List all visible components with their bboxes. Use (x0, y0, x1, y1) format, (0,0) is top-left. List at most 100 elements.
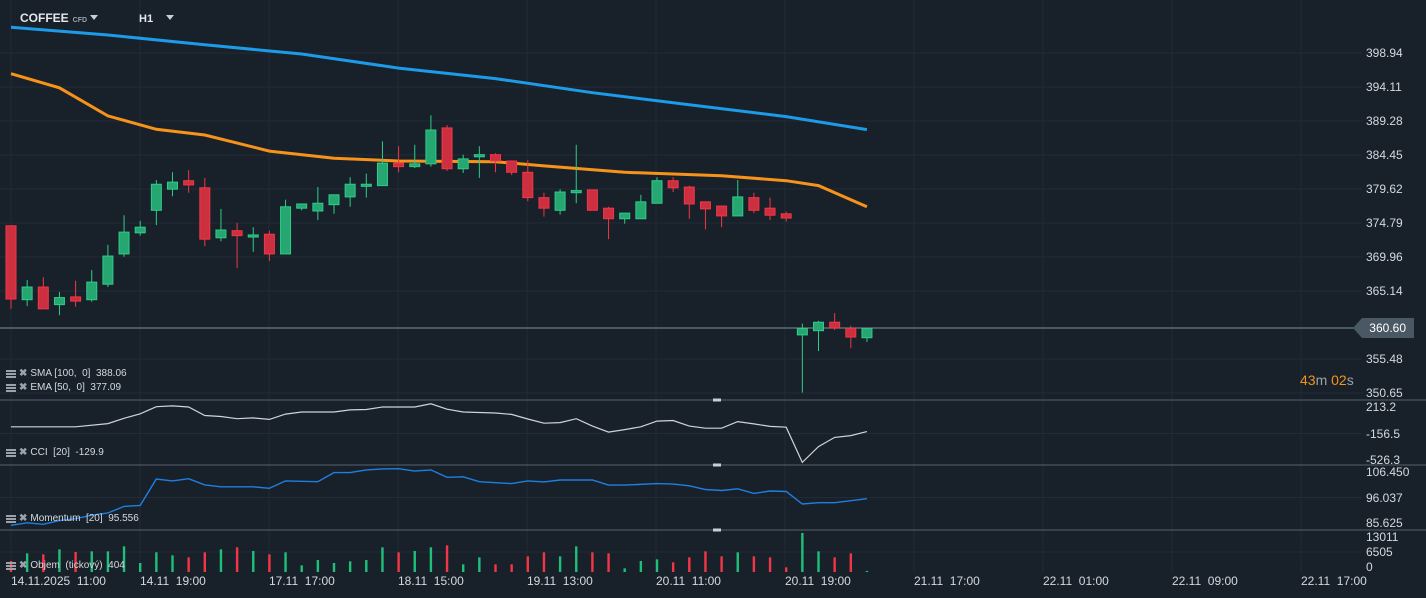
symbol-selector[interactable]: COFFEE CFD (20, 11, 87, 25)
legend-ema[interactable]: ✖ EMA [50, 0] 377.09 (6, 382, 121, 393)
menu-icon[interactable] (6, 514, 16, 523)
volume-bar (575, 546, 578, 572)
legend-ema-label: EMA [50, 0] 377.09 (30, 382, 122, 393)
price-axis-label: 350.65 (1366, 385, 1403, 400)
candle-countdown: 43m 02s (1300, 372, 1354, 388)
price-axis-label: 398.94 (1366, 46, 1403, 60)
price-axis-label: 355.48 (1366, 351, 1403, 366)
candle-body (393, 162, 405, 168)
volume-bar (801, 532, 804, 572)
volume-bar (655, 559, 659, 572)
candle-body (716, 205, 728, 217)
sma-line (10, 25, 868, 132)
menu-icon[interactable] (6, 383, 16, 392)
candle-body (586, 189, 598, 211)
volume-bar (25, 553, 29, 572)
symbol-dropdown-icon[interactable] (90, 15, 98, 20)
candle-up (280, 199, 292, 255)
timeframe-selector[interactable]: H1 (139, 13, 154, 25)
candle-up (21, 279, 33, 307)
candle-body (150, 183, 162, 211)
legend-cci[interactable]: ✖ CCI [20] -129.9 (6, 447, 104, 458)
volume-bar (849, 553, 852, 572)
volume-bar (494, 564, 497, 572)
candle-up (457, 154, 469, 173)
candle-body (441, 127, 453, 170)
candle-body (409, 163, 421, 168)
menu-icon[interactable] (6, 561, 16, 570)
volume-bar (429, 547, 433, 572)
price-axis-label: 389.28 (1366, 114, 1403, 128)
volume-bar (865, 570, 869, 572)
legend-sma[interactable]: ✖ SMA [100, 0] 388.06 (6, 368, 127, 379)
candle-body (635, 201, 647, 220)
candle-body (231, 230, 243, 237)
volume-bar (445, 545, 449, 572)
candle-body (457, 158, 469, 170)
menu-icon[interactable] (6, 369, 16, 378)
candle-body (651, 180, 663, 204)
candle-body (829, 321, 841, 329)
candle-body (118, 231, 130, 255)
volume-bar (348, 561, 352, 572)
price-axis-label: 384.45 (1366, 148, 1403, 163)
candle-body (861, 328, 873, 339)
close-icon[interactable]: ✖ (19, 382, 28, 393)
candle-down (699, 201, 711, 230)
candle-up (344, 177, 356, 207)
candle-body (360, 183, 372, 187)
candle-down (231, 222, 243, 269)
candles (5, 115, 873, 393)
close-icon[interactable]: ✖ (19, 513, 28, 524)
candle-up (102, 244, 114, 288)
menu-icon[interactable] (6, 448, 16, 457)
time-axis-label: 17.11 17:00 (269, 574, 335, 588)
close-icon[interactable]: ✖ (19, 368, 28, 379)
volume-bar (58, 549, 61, 572)
volume-bars (9, 532, 869, 572)
time-axis-label: 22.11 17:00 (1301, 574, 1367, 588)
volume-bar (558, 556, 562, 572)
volume-bar (106, 551, 110, 572)
legend-momentum[interactable]: ✖ Momentum [20] 95.556 (6, 513, 139, 524)
time-axis-label: 14.11.2025 11:00 (11, 574, 106, 588)
candle-up (150, 180, 162, 226)
candle-up (118, 215, 130, 257)
close-icon[interactable]: ✖ (19, 560, 28, 571)
legend-momentum-label: Momentum [20] 95.556 (30, 513, 139, 524)
close-icon[interactable]: ✖ (19, 447, 28, 458)
volume-bar (268, 554, 271, 572)
candle-body (522, 171, 534, 199)
candle-up (425, 115, 437, 167)
time-axis-label: 19.11 13:00 (527, 574, 593, 588)
price-axis-label: 374.79 (1366, 216, 1403, 231)
cci-axis-label: -526.3 (1366, 453, 1401, 467)
cci-axis-label: -156.5 (1366, 426, 1401, 441)
candle-body (796, 328, 808, 336)
candle-down (37, 277, 49, 310)
legend-volume[interactable]: ✖ Objem (tickový) 404 (6, 560, 125, 571)
time-axis-label: 18.11 15:00 (398, 574, 464, 588)
volume-bar (365, 560, 368, 572)
timer-m: m (1315, 372, 1328, 388)
indicator-lines (10, 25, 868, 526)
volume-axis-label: 0 (1366, 560, 1373, 574)
grid (0, 0, 1362, 572)
candle-body (296, 203, 308, 209)
candle-down (538, 192, 550, 217)
candle-body (134, 226, 146, 234)
time-axis-label: 22.11 01:00 (1043, 574, 1109, 588)
timer-seconds: 02 (1331, 372, 1347, 388)
candle-down (70, 280, 82, 307)
candle-up (861, 328, 873, 342)
legend-cci-label: CCI [20] -129.9 (30, 447, 104, 458)
candle-up (167, 172, 178, 197)
momentum-axis-label: 106.450 (1366, 465, 1410, 479)
volume-bar (332, 562, 336, 572)
timeframe-dropdown-icon[interactable] (166, 15, 174, 20)
candle-down (603, 206, 615, 240)
timer-s: s (1346, 372, 1354, 388)
candle-down (748, 192, 760, 214)
time-axis-label: 21.11 17:00 (914, 574, 980, 588)
